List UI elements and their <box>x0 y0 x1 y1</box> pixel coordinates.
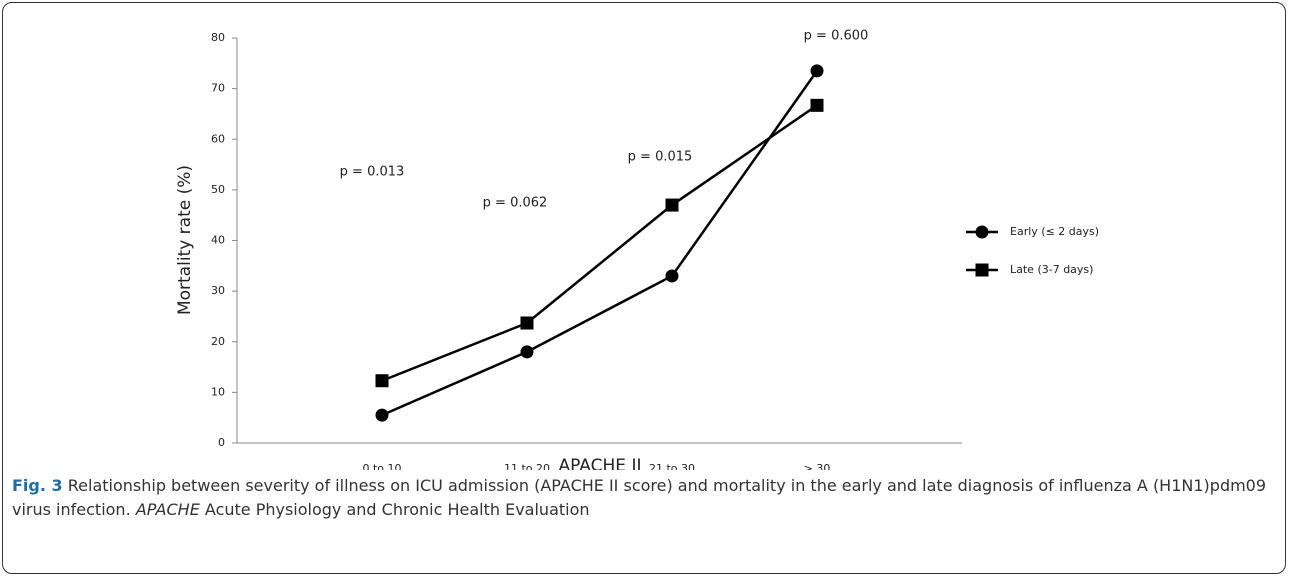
x-tick-label: 11 to 20 <box>504 462 550 470</box>
y-tick-label: 40 <box>211 234 225 247</box>
caption-definition: Acute Physiology and Chronic Health Eval… <box>204 500 590 519</box>
data-point <box>665 269 679 283</box>
x-tick-label: > 30 <box>804 462 831 470</box>
series-line <box>381 70 819 417</box>
legend-marker <box>975 225 989 239</box>
legend-label: Early (≤ 2 days) <box>1010 225 1099 238</box>
y-tick-label: 80 <box>211 31 225 44</box>
legend-label: Late (3-7 days) <box>1010 263 1093 276</box>
legend-marker <box>975 263 989 277</box>
y-axis-label: Mortality rate (%) <box>175 165 195 315</box>
annotation: p = 0.013 <box>340 165 405 180</box>
data-point <box>520 316 534 330</box>
data-point <box>810 98 824 112</box>
data-point <box>810 64 824 78</box>
y-tick-label: 0 <box>218 436 225 449</box>
y-tick-label: 20 <box>211 335 225 348</box>
y-tick-label: 70 <box>211 82 225 95</box>
data-point <box>375 408 389 422</box>
x-axis-label: APACHE II <box>559 456 642 470</box>
y-tick-label: 50 <box>211 183 225 196</box>
data-point <box>375 374 389 388</box>
y-tick-label: 30 <box>211 284 225 297</box>
annotation: p = 0.015 <box>628 150 693 165</box>
x-tick-label: 21 to 30 <box>649 462 695 470</box>
annotation: p = 0.600 <box>804 29 869 44</box>
x-tick-label: 0 to 10 <box>362 462 401 470</box>
annotation: p = 0.062 <box>483 196 548 211</box>
y-tick-label: 10 <box>211 385 225 398</box>
caption-abbreviation: APACHE <box>135 500 200 519</box>
caption-label: Fig. 3 <box>12 476 63 495</box>
caption: Fig. 3 Relationship between severity of … <box>12 474 1274 522</box>
y-tick-label: 60 <box>211 132 225 145</box>
series-line <box>381 104 818 382</box>
data-point <box>520 345 534 359</box>
data-point <box>665 198 679 212</box>
chart: Mortality rate (%) APACHE II 0 10 20 30 40 50… <box>175 29 1099 471</box>
caption-text: Relationship between severity of illness… <box>12 476 1267 519</box>
